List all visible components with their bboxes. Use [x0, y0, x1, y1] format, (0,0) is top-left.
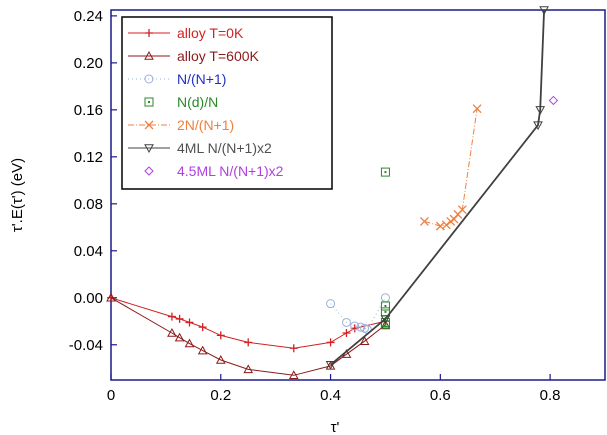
data-point [215, 355, 226, 364]
series-4 [419, 104, 482, 231]
x-ticks: 0 0.2 0.4 0.6 0.8 [107, 374, 561, 404]
data-point [167, 327, 177, 337]
legend-label: alloy T=0K [177, 25, 244, 41]
legend-item: alloy T=600K [128, 48, 260, 64]
y-ticks: 0.24 0.20 0.16 0.12 0.08 0.04 0.00 -0.04 [69, 8, 117, 354]
data-point [380, 301, 390, 311]
legend-item: N(d)/N [144, 94, 218, 110]
data-point [419, 216, 429, 226]
data-point [184, 338, 195, 348]
data-point [244, 338, 253, 347]
y-tick-label: 0.20 [74, 55, 103, 72]
legend-marker [144, 74, 154, 84]
data-point [174, 332, 185, 342]
x-tick-label: 0 [107, 387, 115, 404]
series-line [424, 108, 478, 227]
legend-label: N/(N+1) [177, 71, 226, 87]
series-5 [325, 6, 549, 370]
y-tick-label: -0.04 [69, 337, 103, 354]
y-tick-label: 0.00 [74, 290, 103, 307]
data-point [380, 293, 390, 303]
legend-marker [144, 166, 154, 176]
data-point [457, 205, 467, 215]
legend-label: alloy T=600K [177, 48, 260, 64]
data-point [539, 6, 549, 16]
data-point [359, 336, 370, 345]
data-point [288, 370, 299, 380]
x-tick-label: 0.6 [430, 387, 451, 404]
data-point [167, 312, 176, 321]
data-point [326, 338, 335, 347]
legend-box [121, 16, 333, 190]
data-point [380, 315, 391, 324]
data-point [326, 299, 336, 309]
series-line [330, 9, 545, 366]
y-tick-label: 0.16 [74, 102, 103, 119]
legend-marker [144, 50, 154, 60]
legend-item: alloy T=0K [128, 25, 244, 41]
data-point [535, 106, 546, 115]
series-layer [106, 6, 559, 380]
data-point [198, 323, 207, 332]
data-point [548, 95, 559, 106]
series-3 [380, 167, 390, 330]
data-point [289, 344, 298, 353]
data-point [325, 361, 336, 370]
x-axis-title: τ' [331, 419, 340, 435]
series-6 [548, 95, 559, 106]
legend-marker [144, 97, 154, 107]
legend-label: 4ML N/(N+1)x2 [177, 140, 272, 156]
legend-label: N(d)/N [177, 94, 218, 110]
data-point [350, 324, 359, 333]
data-point [472, 104, 482, 114]
plot-area [110, 9, 606, 381]
legend-item: N/(N+1) [128, 71, 226, 87]
data-point [197, 345, 208, 355]
data-point [533, 121, 543, 131]
data-point [175, 314, 184, 323]
y-tick-label: 0.24 [74, 8, 103, 25]
data-point [350, 321, 360, 331]
y-axis-title: τ'.E(τ') (eV) [9, 158, 26, 232]
data-point [342, 329, 351, 338]
data-point [380, 319, 391, 329]
x-tick-label: 0.8 [540, 387, 561, 404]
data-point [341, 317, 351, 327]
series-line [330, 297, 386, 331]
data-point [106, 292, 116, 302]
x-tick-label: 0.2 [210, 387, 231, 404]
legend-marker [145, 29, 153, 37]
data-point [380, 167, 390, 177]
series-line [110, 297, 386, 376]
legend-marker [144, 120, 154, 130]
legend-label: 2N/(N+1) [177, 117, 234, 133]
x-tick-label: 0.4 [320, 387, 341, 404]
y-tick-label: 0.04 [74, 243, 103, 260]
legend-item: 4.5ML N/(N+1)x2 [144, 163, 284, 179]
y-tick-label: 0.12 [74, 149, 103, 166]
legend-item: 4ML N/(N+1)x2 [128, 140, 272, 156]
data-point [185, 318, 194, 327]
series-2 [326, 293, 390, 334]
series-1 [106, 292, 391, 380]
legend: alloy T=0K alloy T=600K N/(N+1) N(d)/N 2N/(N… [121, 16, 333, 190]
data-point [243, 364, 254, 374]
data-point [380, 320, 390, 330]
legend-marker [144, 144, 154, 154]
legend-label: 4.5ML N/(N+1)x2 [177, 163, 284, 179]
series-0 [107, 293, 390, 353]
data-point [356, 322, 366, 332]
y-tick-label: 0.08 [74, 196, 103, 213]
legend-item: 2N/(N+1) [128, 117, 234, 133]
data-point [216, 331, 225, 340]
